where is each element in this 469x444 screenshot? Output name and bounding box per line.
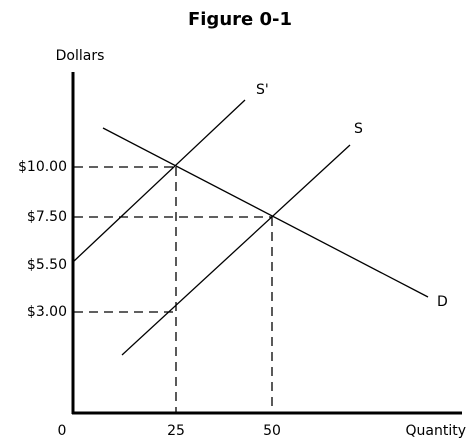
origin-label: 0 — [58, 423, 67, 439]
supply-curve-shifted — [72, 99, 246, 263]
curve-label: S — [354, 121, 363, 137]
x-label: 25 — [167, 423, 185, 439]
supply-curve — [121, 144, 351, 356]
y-label: $10.00 — [18, 159, 67, 175]
x-label: 50 — [263, 423, 281, 439]
y-axis-label: Dollars — [56, 48, 105, 64]
title: Figure 0-1 — [188, 9, 292, 30]
y-label: $7.50 — [27, 209, 67, 225]
y-label: $5.50 — [27, 257, 67, 273]
y-label: $3.00 — [27, 304, 67, 320]
curve-label: S' — [256, 82, 269, 98]
x-axis-label: Quantity — [406, 423, 467, 439]
demand-curve — [102, 127, 429, 298]
curve-label: D — [437, 294, 448, 310]
